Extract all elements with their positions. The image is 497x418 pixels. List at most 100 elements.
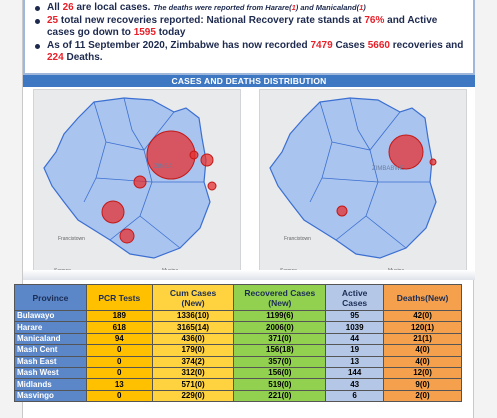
table-cell: 0 [85,355,153,368]
table-cell: Midlands [14,378,87,391]
bullet-text: Deaths. [63,52,103,63]
table-cell: 156(18) [233,344,327,357]
table-cell: 571(0) [151,378,235,391]
table-cell: 3165(14) [151,321,235,334]
section-banner: CASES AND DEATHS DISTRIBUTION [23,75,475,87]
table-cell: 221(0) [233,389,327,403]
table-row: Manicaland 94 436(0) 371(0) 44 21(1) [14,332,462,346]
bullet-list: All 26 are local cases. The deaths were … [23,0,475,75]
map-label-francistown: Francistown [284,236,311,242]
maps-section: ZIMBA Francistown Serowe Musina ZIMBABWE… [23,87,475,280]
table-header-row: Province PCR Tests Cum Cases (New) Recovered… [14,284,462,311]
deaths-map: ZIMBABWE Francistown Serowe Musina [259,89,467,274]
table-cell: Mash West [14,366,87,380]
bubble-harare-deaths [388,134,424,170]
column-header: Active Cases [325,284,385,311]
table-row: Midlands 13 571(0) 519(0) 43 9(0) [14,378,462,391]
table-cell: 120(1) [383,321,462,334]
column-header: Recovered Cases (New) [233,284,327,311]
bullet-text: and Active cases go down to [47,15,438,38]
table-cell: 12(0) [383,366,462,380]
cases-map-svg: ZIMBA Francistown Serowe Musina [43,97,217,274]
table-cell: 6 [325,389,385,403]
bubble-harare [146,130,196,180]
province-borders [309,97,430,249]
bubble-midlands [119,228,135,244]
table-row: Masvingo 0 229(0) 221(0) 6 2(0) [14,389,462,403]
table-cell: 21(1) [383,332,462,346]
highlight-number: 1 [291,3,296,12]
bullet-text: ) and Manicaland( [295,3,360,12]
table-cell: 43 [325,378,385,391]
column-header: Deaths(New) [383,284,462,311]
table-cell: 13 [85,378,153,391]
bubble-mash-east [189,150,199,160]
table-cell: 4(0) [383,355,462,368]
table-cell: 9(0) [383,378,462,391]
table-cell: 2006(0) [233,321,327,334]
column-header: Province [14,284,87,311]
highlight-number: 76% [364,15,385,26]
table-cell: 312(0) [151,366,235,380]
table-cell: 42(0) [383,309,462,323]
table-cell: Harare [14,321,87,334]
highlight-number: 224 [47,52,64,63]
table-cell: Mash Cent [14,344,87,357]
bubble-bulawayo [101,200,125,224]
table-cell: 144 [325,366,385,380]
table-cell: 13 [325,355,385,368]
table-cell: 374(2) [151,355,235,368]
table-cell: Mash East [14,355,87,368]
table-cell: 618 [85,321,153,334]
table-cell: 19 [325,344,385,357]
table-cell: 94 [85,332,153,346]
table-cell: 357(0) [233,355,327,368]
table-cell: 179(0) [151,344,235,357]
table-cell: 44 [325,332,385,346]
table-row: Mash Cent 0 179(0) 156(18) 19 4(0) [14,344,462,357]
maps-bottom-shade [23,270,475,280]
table-cell: Manicaland [14,332,87,346]
map-label-francistown: Francistown [58,236,85,242]
cases-map: ZIMBA Francistown Serowe Musina [33,89,241,274]
bullet-text: today [155,27,186,38]
table-cell: Bulawayo [14,309,87,323]
bubble-manicaland [200,153,214,167]
bubble-manicaland-deaths [429,158,437,166]
bullet-text: Cases [332,40,368,51]
province-table: Province PCR Tests Cum Cases (New) Recovered… [14,284,462,403]
highlight-number: 7479 [310,40,333,51]
bullet-local-cases: All 26 are local cases. The deaths were … [35,2,465,14]
document-sheet: All 26 are local cases. The deaths were … [22,0,475,418]
table-cell: 371(0) [233,332,327,346]
table-cell: Masvingo [14,389,87,403]
column-header: Cum Cases (New) [151,284,235,311]
highlight-number: 26 [62,2,74,13]
table-cell: 1336(10) [151,309,235,323]
country-outline [269,97,437,259]
bullet-text: ) [363,3,366,12]
table-cell: 1199(6) [233,309,327,323]
column-header: PCR Tests [85,284,153,311]
table-cell: 2(0) [383,389,462,403]
map-label-country: ZIMBA [154,164,172,170]
bullet-text: total new recoveries reported: National … [58,15,365,26]
highlight-number: 1595 [133,27,156,38]
bullet-text: are local cases. [73,2,154,13]
deaths-map-svg: ZIMBABWE Francistown Serowe Musina [269,97,437,274]
table-cell: 436(0) [151,332,235,346]
map-label-country: ZIMBABWE [372,166,404,172]
table-cell: 519(0) [233,378,327,391]
table-row: Mash East 0 374(2) 357(0) 13 4(0) [14,355,462,368]
bullet-recoveries: 25 total new recoveries reported: Nation… [35,15,465,39]
table-cell: 1039 [325,321,385,334]
highlight-number: 5660 [367,40,390,51]
table-cell: 0 [85,389,153,403]
table-cell: 229(0) [151,389,235,403]
bubble-bulawayo-deaths [336,205,348,217]
bubble-masvingo [207,181,217,191]
table-cell: 189 [85,309,153,323]
table-row: Bulawayo 189 1336(10) 1199(6) 95 42(0) [14,309,462,323]
table-cell: 0 [85,366,153,380]
